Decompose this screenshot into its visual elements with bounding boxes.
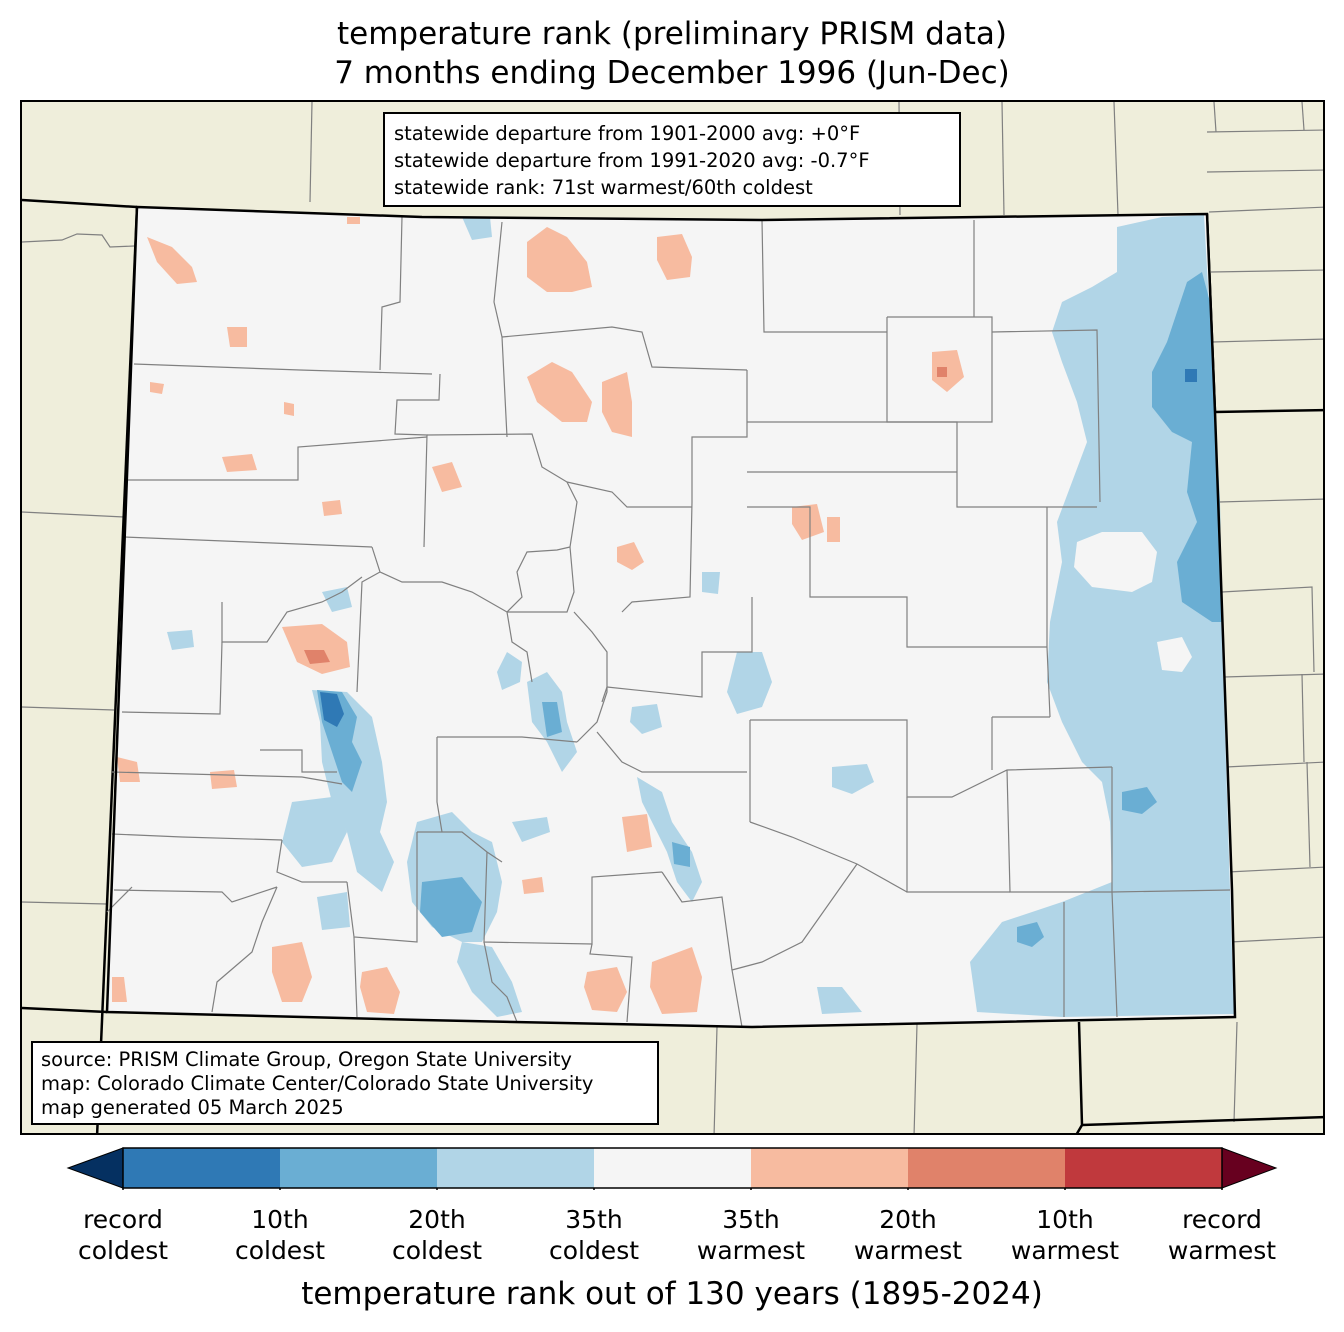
colorado-border [105,205,1237,1029]
colorbar-label: temperature rank out of 130 years (1895-… [301,1276,1043,1312]
neutral-holes [1074,532,1192,672]
colorbar [66,1147,1278,1190]
colorbar-segment-35th-coldest [437,1148,594,1188]
colorbar-segment-20th-warmest [908,1148,1065,1188]
tick-label-10th-warmest: 10th warmest [1010,1205,1120,1265]
colorbar-segment-neutral [594,1148,751,1188]
county-lines [106,216,1231,1028]
tick-label-35th-coldest: 35th coldest [548,1205,640,1265]
tick-label-35th-warmest: 35th warmest [696,1205,806,1265]
cold-anomaly-10th [320,369,1197,727]
colorado-map [22,102,1323,1133]
departure-1901-2000: statewide departure from 1901-2000 avg: … [394,122,861,145]
statewide-rank: statewide rank: 71st warmest/60th coldes… [394,176,813,199]
tick-label-20th-coldest: 20th coldest [391,1205,483,1265]
source-credits-box: source: PRISM Climate Group, Oregon Stat… [31,1041,659,1125]
neighbor-county-lines [22,102,1323,1133]
colorbar-segment-10th-coldest [123,1148,280,1188]
tick-label-record-coldest: record coldest [77,1205,169,1265]
colorado-state-fill [107,207,1235,1027]
tick-label-record-warmest: record warmest [1167,1205,1277,1265]
colorbar-extend-warmest [1221,1147,1278,1189]
map-title: temperature rank (preliminary PRISM data… [336,16,1007,52]
tick-label-10th-coldest: 10th coldest [234,1205,326,1265]
cold-anomaly-20th [317,272,1222,947]
map-credit-line: map: Colorado Climate Center/Colorado St… [41,1072,594,1095]
map-panel [20,100,1325,1135]
tick-label-20th-warmest: 20th warmest [853,1205,963,1265]
warm-anomaly-20th [304,367,947,664]
colorbar-segment-20th-coldest [280,1148,437,1188]
colorbar-segment-10th-warmest [1065,1148,1222,1188]
warm-anomaly-35th [112,217,964,1014]
statewide-stats-box: statewide departure from 1901-2000 avg: … [383,112,961,207]
map-subtitle: 7 months ending December 1996 (Jun-Dec) [334,55,1010,91]
departure-1991-2020: statewide departure from 1991-2020 avg: … [394,149,870,172]
source-line: source: PRISM Climate Group, Oregon Stat… [41,1048,572,1071]
colorbar-extend-coldest [66,1147,124,1189]
generated-date-line: map generated 05 March 2025 [41,1096,344,1119]
colorbar-segment-35th-warmest [751,1148,908,1188]
